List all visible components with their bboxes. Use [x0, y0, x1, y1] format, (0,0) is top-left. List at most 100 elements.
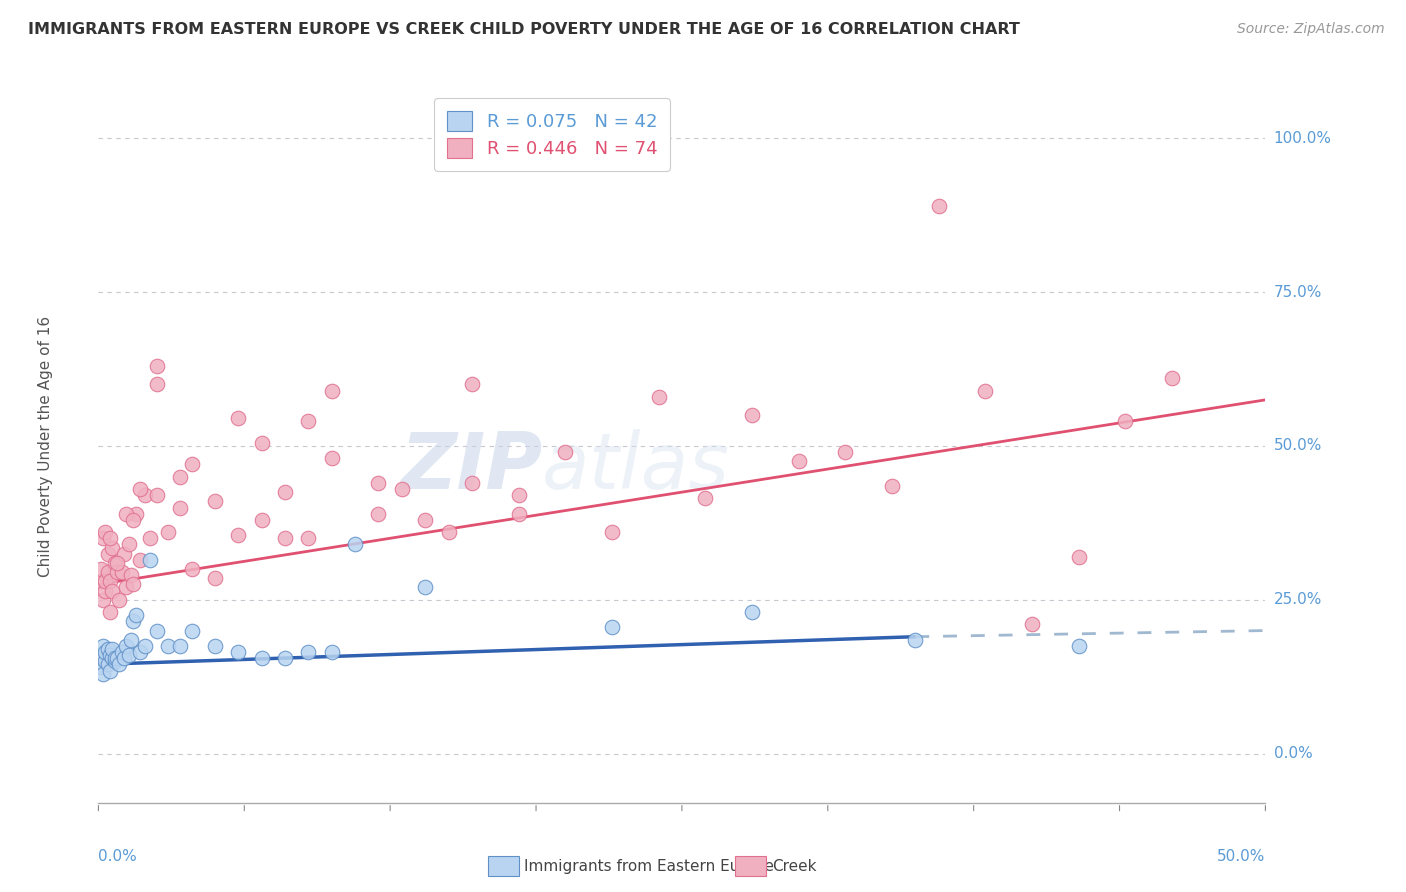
Point: [904, 632, 927, 647]
Text: 50.0%: 50.0%: [1218, 849, 1265, 864]
Point: [94, 645, 117, 659]
Point: [108, 657, 131, 672]
Point: [101, 642, 124, 657]
Point: [94, 525, 117, 540]
Point: [695, 491, 717, 506]
Point: [91, 531, 114, 545]
Text: Child Poverty Under the Age of 16: Child Poverty Under the Age of 16: [38, 316, 53, 576]
Point: [125, 507, 148, 521]
Point: [297, 414, 319, 428]
Point: [129, 482, 152, 496]
Point: [108, 592, 131, 607]
Text: IMMIGRANTS FROM EASTERN EUROPE VS CREEK CHILD POVERTY UNDER THE AGE OF 16 CORREL: IMMIGRANTS FROM EASTERN EUROPE VS CREEK …: [28, 22, 1019, 37]
Point: [98, 664, 121, 678]
Point: [101, 583, 124, 598]
Point: [274, 651, 297, 665]
Point: [169, 500, 191, 515]
Point: [321, 451, 343, 466]
Point: [94, 583, 117, 598]
Point: [974, 384, 997, 398]
Point: [1067, 639, 1090, 653]
Point: [91, 639, 114, 653]
Point: [461, 475, 484, 490]
Point: [169, 469, 191, 483]
Point: [104, 654, 127, 668]
Point: [834, 445, 856, 459]
Point: [146, 377, 169, 392]
Point: [169, 639, 191, 653]
Point: [157, 639, 180, 653]
Point: [139, 531, 162, 545]
Point: [180, 624, 202, 638]
Point: [413, 513, 436, 527]
Point: [367, 475, 389, 490]
Text: 0.0%: 0.0%: [98, 849, 138, 864]
Point: [228, 411, 250, 425]
Point: [94, 654, 117, 668]
Point: [101, 541, 124, 555]
Point: [741, 409, 763, 423]
Text: Creek: Creek: [772, 859, 817, 873]
Point: [250, 436, 273, 450]
Point: [204, 571, 226, 585]
Text: ZIP: ZIP: [399, 429, 541, 506]
Point: [321, 645, 343, 659]
Point: [297, 531, 319, 545]
Point: [1021, 617, 1043, 632]
Point: [118, 648, 141, 662]
Point: [600, 525, 623, 540]
Point: [90, 648, 112, 662]
Point: [122, 615, 145, 629]
Point: [228, 528, 250, 542]
Point: [90, 574, 112, 589]
Point: [741, 605, 763, 619]
Point: [274, 531, 297, 545]
Point: [98, 531, 121, 545]
Point: [600, 620, 623, 634]
Point: [90, 562, 112, 576]
Point: [98, 605, 121, 619]
Point: [204, 494, 226, 508]
Point: [344, 537, 367, 551]
Point: [97, 657, 120, 672]
Point: [105, 651, 128, 665]
Point: [129, 553, 152, 567]
Point: [134, 488, 156, 502]
Point: [91, 666, 114, 681]
Point: [880, 479, 903, 493]
Point: [115, 581, 138, 595]
Point: [1161, 371, 1184, 385]
Point: [111, 565, 134, 579]
Point: [115, 639, 138, 653]
Point: [508, 507, 530, 521]
Point: [120, 568, 142, 582]
Point: [97, 642, 120, 657]
Point: [321, 384, 343, 398]
Point: [98, 648, 121, 662]
Point: [105, 565, 128, 579]
Point: [105, 556, 128, 570]
Point: [90, 660, 112, 674]
Point: [134, 639, 156, 653]
Text: 0.0%: 0.0%: [1274, 746, 1312, 761]
Point: [250, 651, 273, 665]
Point: [297, 645, 319, 659]
Point: [122, 513, 145, 527]
Point: [1067, 549, 1090, 564]
Point: [122, 577, 145, 591]
Point: [228, 645, 250, 659]
Point: [413, 581, 436, 595]
Point: [367, 507, 389, 521]
Point: [180, 458, 202, 472]
Text: 25.0%: 25.0%: [1274, 592, 1322, 607]
Point: [104, 556, 127, 570]
Point: [115, 507, 138, 521]
Point: [104, 651, 127, 665]
Point: [112, 547, 135, 561]
Point: [98, 574, 121, 589]
Point: [647, 390, 669, 404]
Point: [97, 565, 120, 579]
Text: atlas: atlas: [541, 429, 730, 506]
Point: [118, 537, 141, 551]
Point: [274, 485, 297, 500]
